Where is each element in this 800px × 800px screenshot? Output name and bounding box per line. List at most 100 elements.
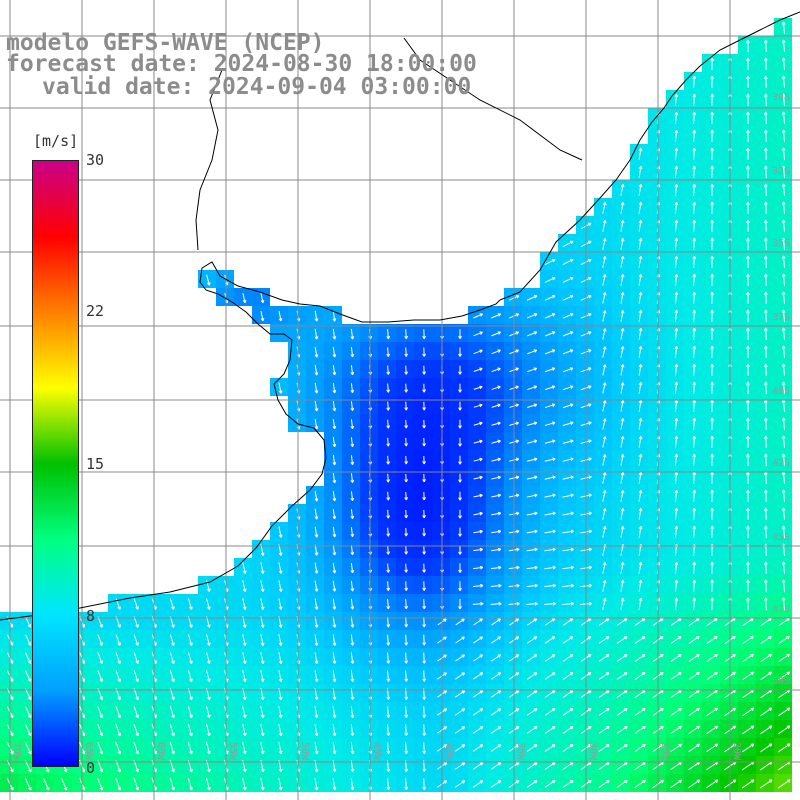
wind-cell bbox=[756, 378, 774, 396]
wind-cell bbox=[702, 90, 720, 108]
wind-cell bbox=[594, 684, 612, 702]
wind-arrow bbox=[746, 57, 750, 71]
wind-cell bbox=[666, 216, 684, 234]
wind-cell bbox=[288, 540, 306, 558]
wind-cell bbox=[450, 414, 468, 432]
wind-cell bbox=[180, 648, 198, 666]
wind-arrow bbox=[526, 313, 538, 319]
wind-cell bbox=[648, 702, 666, 720]
wind-cell bbox=[630, 738, 648, 756]
wind-arrow bbox=[205, 670, 211, 683]
wind-arrow bbox=[638, 219, 643, 232]
wind-arrow bbox=[598, 743, 610, 752]
colorbar-tick-8: 8 bbox=[86, 607, 96, 625]
wind-arrow bbox=[350, 491, 355, 501]
wind-arrow bbox=[638, 364, 643, 376]
wind-cell bbox=[774, 144, 792, 162]
wind-arrow bbox=[386, 347, 391, 357]
wind-cell bbox=[414, 558, 432, 576]
wind-cell bbox=[558, 576, 576, 594]
wind-cell bbox=[252, 630, 270, 648]
wind-cell bbox=[738, 450, 756, 468]
wind-arrow bbox=[781, 417, 786, 431]
wind-cell bbox=[648, 216, 666, 234]
wind-cell bbox=[252, 648, 270, 666]
wind-cell bbox=[504, 756, 522, 774]
wind-cell bbox=[666, 486, 684, 504]
wind-arrow bbox=[472, 744, 484, 752]
wind-cell bbox=[648, 576, 666, 594]
wind-cell bbox=[756, 162, 774, 180]
wind-cell bbox=[540, 774, 558, 792]
wind-cell bbox=[738, 522, 756, 540]
wind-arrow bbox=[526, 636, 538, 644]
wind-arrow bbox=[526, 690, 538, 698]
wind-cell bbox=[360, 486, 378, 504]
wind-cell bbox=[522, 432, 540, 450]
wind-cell bbox=[720, 144, 738, 162]
wind-arrow bbox=[746, 129, 750, 143]
wind-arrow bbox=[778, 671, 791, 681]
wind-cell bbox=[594, 450, 612, 468]
wind-cell bbox=[216, 630, 234, 648]
wind-cell bbox=[468, 324, 486, 342]
wind-cell bbox=[324, 450, 342, 468]
wind-cell bbox=[576, 684, 594, 702]
wind-arrow bbox=[350, 545, 355, 556]
wind-arrow bbox=[688, 653, 700, 662]
wind-cell bbox=[270, 666, 288, 684]
wind-cell bbox=[216, 738, 234, 756]
wind-cell bbox=[324, 342, 342, 360]
wind-arrow bbox=[759, 779, 773, 789]
wind-cell bbox=[468, 360, 486, 378]
wind-arrow bbox=[206, 274, 211, 286]
wind-cell bbox=[612, 558, 630, 576]
wind-cell bbox=[288, 738, 306, 756]
wind-cell bbox=[558, 540, 576, 558]
wind-cell bbox=[756, 180, 774, 198]
wind-cell bbox=[486, 342, 504, 360]
wind-cell bbox=[648, 522, 666, 540]
wind-cell bbox=[486, 540, 504, 558]
wind-cell bbox=[540, 576, 558, 594]
wind-cell bbox=[414, 324, 432, 342]
wind-arrow bbox=[260, 670, 265, 683]
wind-arrow bbox=[781, 183, 786, 197]
wind-cell bbox=[252, 702, 270, 720]
wind-arrow bbox=[242, 670, 247, 683]
wind-arrow bbox=[763, 201, 768, 215]
wind-cell bbox=[756, 288, 774, 306]
wind-arrow bbox=[422, 599, 426, 610]
wind-cell bbox=[702, 720, 720, 738]
wind-cell bbox=[684, 612, 702, 630]
wind-arrow bbox=[491, 511, 502, 516]
wind-cell bbox=[396, 468, 414, 486]
wind-cell bbox=[702, 450, 720, 468]
wind-cell bbox=[576, 342, 594, 360]
wind-cell bbox=[270, 306, 288, 324]
wind-cell bbox=[180, 720, 198, 738]
wind-cell bbox=[558, 594, 576, 612]
wind-cell bbox=[468, 468, 486, 486]
wind-cell bbox=[594, 648, 612, 666]
wind-cell bbox=[540, 684, 558, 702]
wind-cell bbox=[738, 90, 756, 108]
wind-cell bbox=[630, 540, 648, 558]
wind-cell bbox=[648, 306, 666, 324]
wind-arrow bbox=[602, 579, 607, 592]
wind-cell bbox=[342, 414, 360, 432]
wind-cell bbox=[540, 432, 558, 450]
wind-arrow bbox=[422, 401, 426, 411]
wind-arrow bbox=[710, 327, 714, 340]
wind-cell bbox=[486, 378, 504, 396]
wind-arrow bbox=[386, 509, 391, 519]
wind-arrow bbox=[332, 419, 337, 430]
wind-arrow bbox=[638, 165, 643, 178]
wind-cell bbox=[666, 558, 684, 576]
wind-cell bbox=[450, 738, 468, 756]
wind-cell bbox=[648, 324, 666, 342]
wind-arrow bbox=[638, 291, 643, 304]
wind-arrow bbox=[620, 346, 625, 358]
wind-arrow bbox=[692, 93, 697, 106]
wind-cell bbox=[720, 576, 738, 594]
